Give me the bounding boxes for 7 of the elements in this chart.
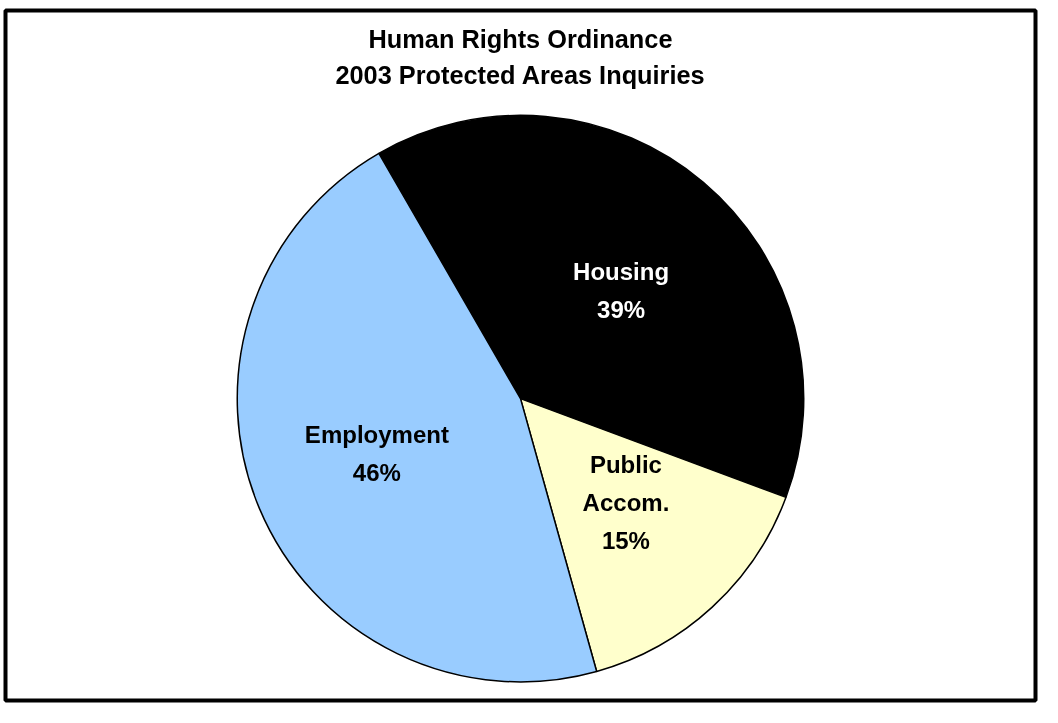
- data-label: 39%: [597, 296, 646, 324]
- chart-title: Human Rights Ordinance 2003 Protected Areas Inquiries: [335, 24, 705, 90]
- slice-label: Public Accom.: [582, 451, 670, 517]
- data-label: 15%: [601, 526, 650, 554]
- slice-label: Housing: [573, 258, 670, 286]
- data-label: 46%: [352, 458, 401, 486]
- slice-label: Employment: [304, 420, 449, 448]
